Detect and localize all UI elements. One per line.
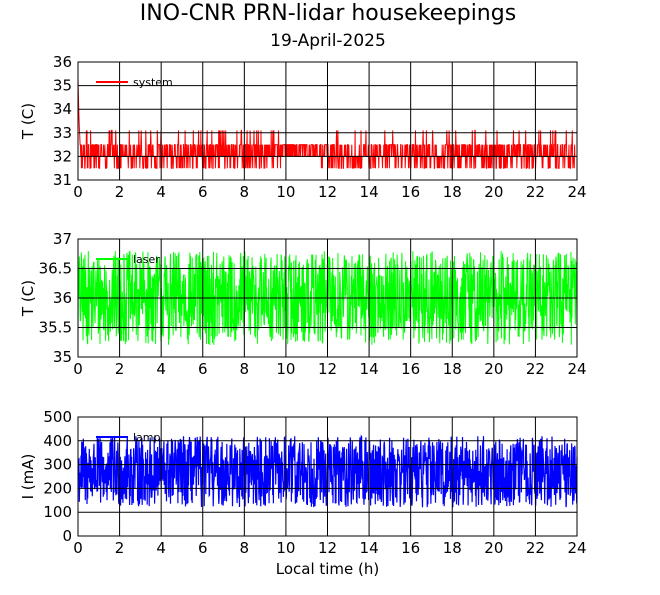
figure-title: INO-CNR PRN-lidar housekeepings (140, 1, 516, 26)
x-tick-label: 2 (115, 360, 125, 378)
x-tick-label: 10 (276, 539, 295, 557)
x-tick-label: 0 (73, 360, 83, 378)
y-tick-label: 34 (53, 100, 72, 118)
y-tick-label: 200 (43, 479, 72, 497)
x-tick-label: 12 (318, 183, 337, 201)
x-axis-label: Local time (h) (276, 560, 380, 578)
legend-label-system: system (133, 76, 173, 89)
x-tick-label: 18 (443, 539, 462, 557)
plot-frame (77, 238, 578, 358)
x-tick-label: 20 (484, 539, 503, 557)
x-tick-label: 16 (401, 183, 420, 201)
plot-frame (77, 61, 578, 181)
y-tick-label: 35 (53, 77, 72, 95)
x-tick-label: 12 (318, 539, 337, 557)
y-tick-label: 100 (43, 503, 72, 521)
x-tick-label: 20 (484, 360, 503, 378)
series-line-system (77, 78, 576, 169)
y-tick-label: 500 (43, 408, 72, 426)
y-tick-label: 31 (53, 171, 72, 189)
x-tick-label: 24 (567, 539, 586, 557)
x-tick-label: 12 (318, 360, 337, 378)
y-tick-label: 33 (53, 124, 72, 142)
y-tick-label: 36.5 (39, 260, 72, 278)
x-tick-label: 6 (198, 360, 208, 378)
x-tick-label: 16 (401, 360, 420, 378)
x-tick-label: 0 (73, 539, 83, 557)
legend-label-laser: laser (133, 253, 160, 266)
x-tick-label: 4 (156, 360, 166, 378)
x-tick-label: 8 (240, 360, 250, 378)
x-tick-label: 8 (240, 539, 250, 557)
x-tick-label: 4 (156, 183, 166, 201)
x-tick-label: 24 (567, 183, 586, 201)
plot-frame (77, 416, 578, 537)
x-tick-label: 6 (198, 539, 208, 557)
x-tick-label: 22 (526, 539, 545, 557)
x-tick-label: 6 (198, 183, 208, 201)
x-tick-label: 18 (443, 183, 462, 201)
x-tick-label: 2 (115, 539, 125, 557)
y-tick-label: 35 (53, 348, 72, 366)
x-tick-label: 2 (115, 183, 125, 201)
y-axis-label: T (C) (19, 103, 37, 140)
x-tick-label: 20 (484, 183, 503, 201)
x-tick-label: 18 (443, 360, 462, 378)
legend-label-lamp: lamp (133, 431, 161, 444)
x-tick-label: 22 (526, 183, 545, 201)
x-tick-label: 14 (360, 539, 379, 557)
y-axis-label: T (C) (19, 280, 37, 317)
y-tick-label: 36 (53, 53, 72, 71)
figure-subtitle: 19-April-2025 (270, 31, 386, 51)
x-tick-label: 10 (276, 183, 295, 201)
x-tick-label: 10 (276, 360, 295, 378)
x-tick-label: 14 (360, 360, 379, 378)
y-tick-label: 36 (53, 289, 72, 307)
x-tick-label: 22 (526, 360, 545, 378)
x-tick-label: 4 (156, 539, 166, 557)
y-tick-label: 300 (43, 456, 72, 474)
x-tick-label: 16 (401, 539, 420, 557)
y-tick-label: 35.5 (39, 319, 72, 337)
y-axis-label: I (mA) (19, 454, 37, 500)
x-tick-label: 24 (567, 360, 586, 378)
y-tick-label: 400 (43, 432, 72, 450)
x-tick-label: 0 (73, 183, 83, 201)
y-tick-label: 0 (62, 527, 72, 545)
x-tick-label: 14 (360, 183, 379, 201)
y-tick-label: 32 (53, 147, 72, 165)
y-tick-label: 37 (53, 230, 72, 248)
x-tick-label: 8 (240, 183, 250, 201)
